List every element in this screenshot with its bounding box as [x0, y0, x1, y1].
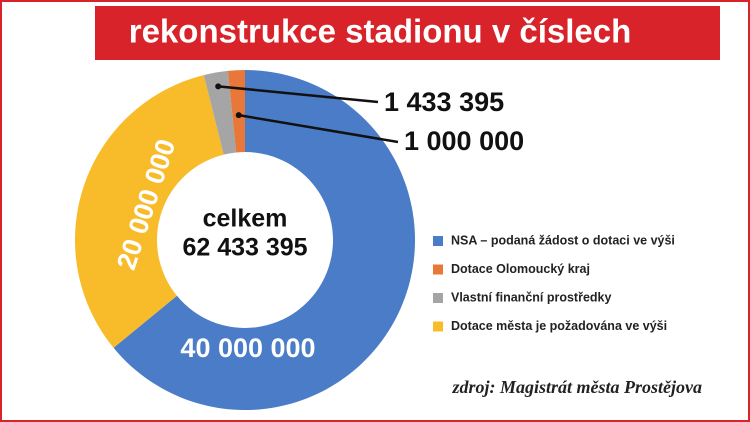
donut-slice: [227, 70, 245, 153]
value-label: 1 433 395: [384, 87, 504, 117]
center-text: celkem: [203, 205, 288, 233]
source: zdroj: Magistrát města Prostějova: [451, 377, 702, 397]
legend-label: NSA – podaná žádost o dotaci ve výši: [451, 233, 675, 247]
leader-line: [238, 113, 399, 144]
leader-line: [218, 85, 379, 104]
legend-label: Vlastní finanční prostředky: [451, 290, 612, 304]
title-banner: [95, 6, 720, 60]
value-label: 1 000 000: [404, 126, 524, 156]
value-label: 40 000 000: [180, 333, 315, 363]
donut-slice: [203, 70, 237, 155]
chart-title: rekonstrukce stadionu v číslech: [129, 13, 632, 50]
legend-swatch: [433, 236, 443, 246]
leader-dot: [235, 112, 242, 119]
leader-dot: [215, 83, 222, 90]
legend-label: Dotace města je požadována ve výši: [451, 319, 667, 333]
legend-swatch: [433, 293, 443, 303]
total-label: 62 433 395: [182, 234, 307, 262]
donut-slice: [74, 75, 224, 348]
legend-label: Dotace Olomoucký kraj: [451, 262, 590, 276]
legend-swatch: [433, 264, 443, 275]
donut-slice: [113, 70, 416, 411]
legend-swatch: [433, 321, 443, 332]
